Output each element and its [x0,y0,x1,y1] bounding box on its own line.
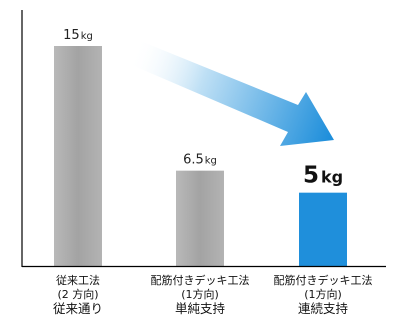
data-label-1: 15kg [63,28,93,43]
data-label-number: 15 [63,28,80,43]
bar-1 [54,46,102,266]
bar-2 [176,170,224,266]
data-label-number: 6.5 [183,153,204,168]
category-label-line: 配筋付きデッキ工法 [274,273,373,287]
data-label-unit: kg [321,168,343,187]
data-label-number: 5 [303,163,319,189]
category-label-line: 従来工法 [56,273,100,287]
category-label-line: 連続支持 [298,301,348,316]
data-label-2: 6.5kg [183,153,217,168]
data-label-3: 5 kg [303,163,343,189]
category-label-line: (2 方向) [57,287,98,301]
trend-arrow-icon [128,40,334,146]
category-label-1: 従来工法(2 方向)従来通り [53,273,103,316]
bar-3 [299,192,347,266]
category-label-3: 配筋付きデッキ工法(1方向)連続支持 [274,273,373,316]
category-label-line: (1方向) [304,287,342,301]
category-label-line: 従来通り [53,301,103,316]
category-label-line: 単純支持 [175,301,225,316]
data-label-unit: kg [81,31,93,42]
category-label-2: 配筋付きデッキ工法(1方向)単純支持 [151,273,250,316]
data-label-unit: kg [205,156,217,167]
category-label-line: (1方向) [181,287,219,301]
category-label-line: 配筋付きデッキ工法 [151,273,250,287]
